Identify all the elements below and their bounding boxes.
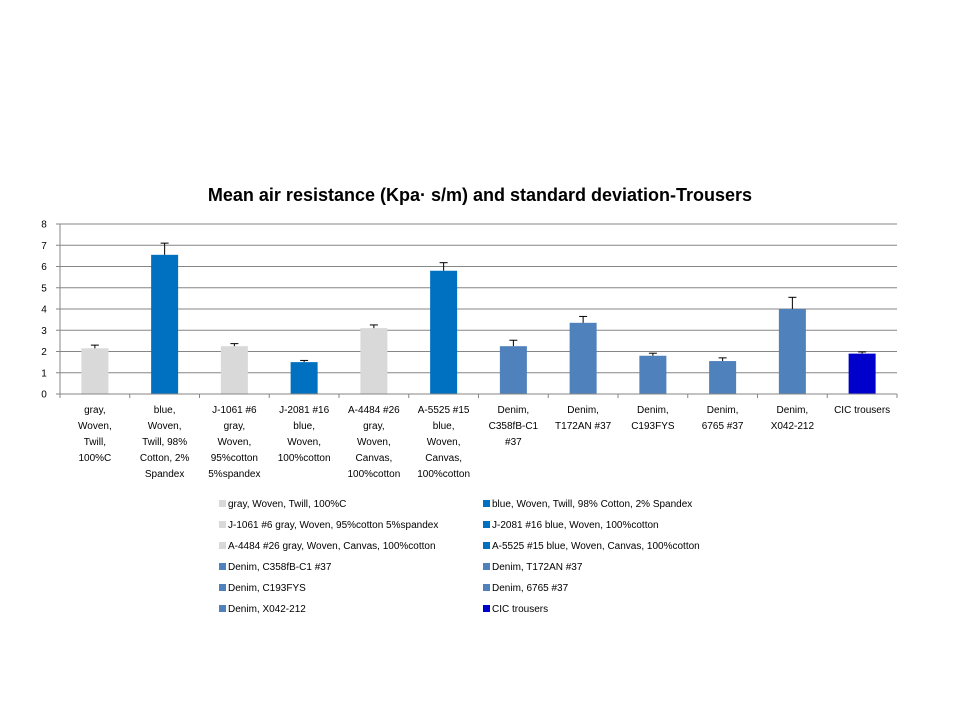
gridlines	[60, 223, 897, 374]
legend-label: Denim, X042-212	[228, 604, 306, 615]
y-tick-label: 1	[41, 368, 47, 379]
legend-swatch	[219, 584, 226, 591]
bar	[220, 346, 248, 394]
bar	[639, 355, 667, 394]
bar	[499, 346, 527, 394]
y-tick-label: 0	[41, 390, 47, 401]
legend-swatch	[219, 500, 226, 507]
legend-swatch	[219, 605, 226, 612]
legend-label: CIC trousers	[492, 604, 548, 615]
bar	[360, 328, 388, 394]
y-tick-label: 7	[41, 241, 47, 252]
legend-label: Denim, C358fB-C1 #37	[228, 562, 332, 573]
legend-swatch	[219, 521, 226, 528]
bar	[290, 362, 318, 394]
legend-label: Denim, T172AN #37	[492, 562, 583, 573]
y-tick-label: 2	[41, 347, 47, 358]
legend-swatch	[483, 605, 490, 612]
y-tick-label: 3	[41, 326, 47, 337]
bar	[778, 309, 806, 394]
bar	[848, 353, 876, 394]
x-category-label: A-5525 #15 blue, Woven, Canvas, 100%cotton	[417, 405, 470, 480]
legend-label: A-5525 #15 blue, Woven, Canvas, 100%cott…	[492, 541, 700, 552]
legend-label: blue, Woven, Twill, 98% Cotton, 2% Spand…	[492, 499, 692, 510]
bar	[430, 270, 458, 394]
x-category-label: J-2081 #16 blue, Woven, 100%cotton	[278, 405, 331, 464]
error-bars	[90, 242, 867, 363]
bars	[81, 254, 876, 394]
y-tick-label: 8	[41, 220, 47, 231]
bar	[151, 254, 179, 394]
chart-title: Mean air resistance (Kpa· s/m) and stand…	[208, 185, 752, 205]
x-category-label: gray, Woven, Twill, 100%C	[78, 405, 112, 464]
x-category-label: blue, Woven, Twill, 98% Cotton, 2% Spandex	[140, 405, 190, 480]
legend-swatch	[483, 563, 490, 570]
axes	[56, 223, 898, 398]
legend-swatch	[483, 584, 490, 591]
y-tick-label: 4	[41, 305, 47, 316]
y-tick-label: 6	[41, 262, 47, 273]
legend-label: J-1061 #6 gray, Woven, 95%cotton 5%spand…	[228, 520, 438, 531]
legend: gray, Woven, Twill, 100%C blue, Woven, Tw…	[219, 499, 700, 615]
x-category-label: Denim, T172AN #37	[555, 405, 612, 432]
x-category-label: Denim, X042-212	[771, 405, 815, 432]
x-category-label: A-4484 #26 gray, Woven, Canvas, 100%cotton	[347, 405, 400, 480]
legend-label: J-2081 #16 blue, Woven, 100%cotton	[492, 520, 659, 531]
x-category-label: CIC trousers	[834, 405, 890, 416]
legend-label: A-4484 #26 gray, Woven, Canvas, 100%cott…	[228, 541, 436, 552]
x-category-label: Denim, 6765 #37	[702, 405, 744, 432]
legend-swatch	[219, 563, 226, 570]
bar	[81, 348, 109, 394]
x-category-label: Denim, C358fB-C1 #37	[489, 405, 539, 448]
bar	[709, 361, 737, 394]
legend-swatch	[483, 542, 490, 549]
bar	[569, 322, 597, 394]
legend-swatch	[219, 542, 226, 549]
y-axis-ticks: 0 1 2 3 4 5 6 7 8	[41, 220, 47, 401]
x-category-label: Denim, C193FYS	[631, 405, 675, 432]
x-axis-labels: gray, Woven, Twill, 100%C blue, Woven, Twill, …	[78, 405, 890, 480]
legend-label: Denim, 6765 #37	[492, 583, 569, 594]
legend-swatch	[483, 521, 490, 528]
y-tick-label: 5	[41, 283, 47, 294]
legend-swatch	[483, 500, 490, 507]
legend-label: gray, Woven, Twill, 100%C	[228, 499, 346, 510]
x-category-label: J-1061 #6 gray, Woven, 95%cotton 5%spandex	[208, 405, 260, 480]
legend-label: Denim, C193FYS	[228, 583, 306, 594]
